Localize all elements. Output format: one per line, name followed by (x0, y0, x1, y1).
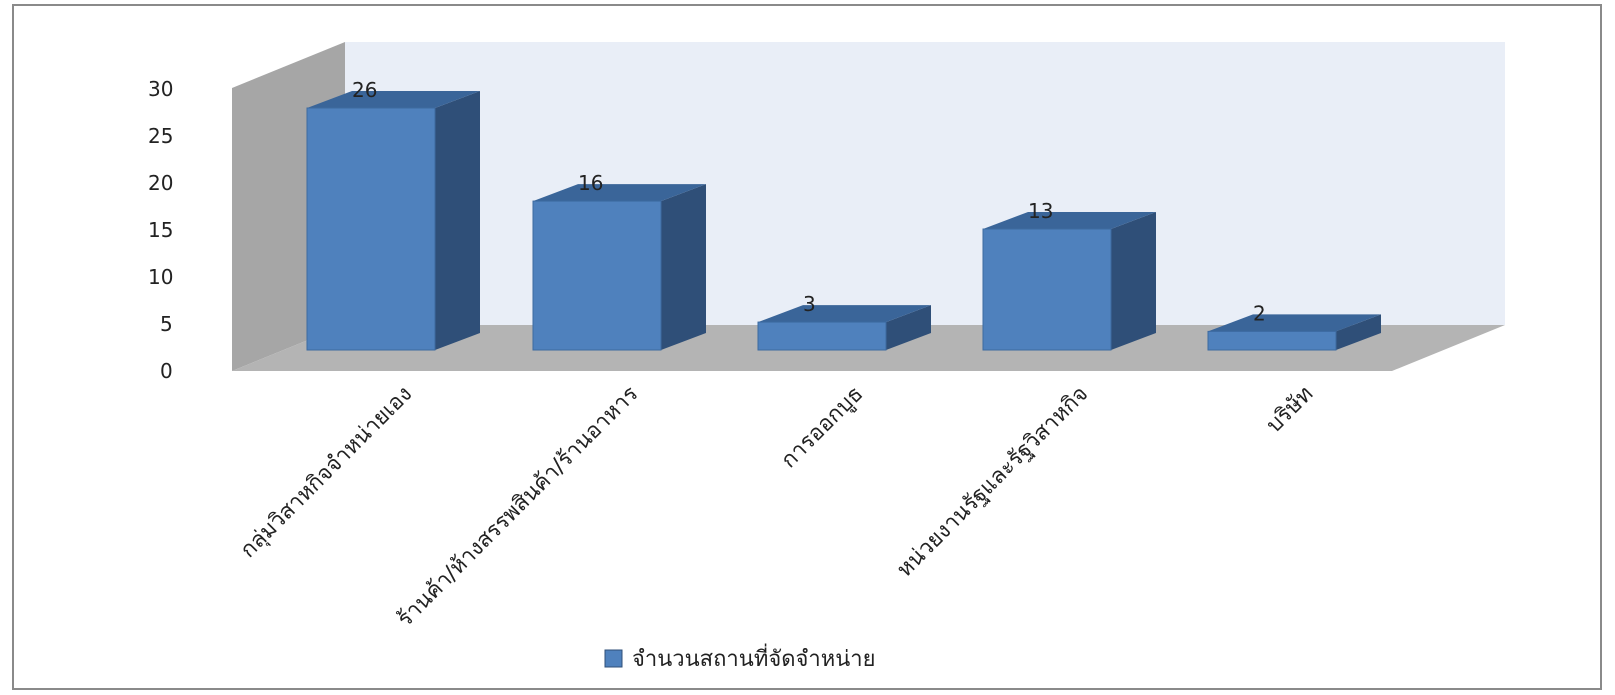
y-tick-label: 25 (148, 124, 173, 148)
data-label: 13 (1028, 199, 1053, 223)
data-label: 26 (352, 78, 377, 102)
bar-side-face (1336, 314, 1381, 350)
bar-group (306, 91, 1381, 351)
y-tick-label: 10 (148, 265, 173, 289)
bar-front-face (306, 107, 436, 351)
category-label: กลุ่มวิสาหกิจจำหน่ายเอง (236, 382, 417, 563)
y-axis-ticks: 0 5 10 15 20 25 30 (148, 77, 173, 383)
bar-top-face (533, 184, 706, 202)
bar-top-face (758, 305, 931, 323)
bar-side-face (1111, 212, 1156, 350)
bar-top-face (307, 91, 480, 108)
category-label: ร้านค้า/ห้างสรรพสินค้า/ร้านอาหาร (393, 381, 644, 632)
y-tick-label: 20 (148, 171, 173, 195)
y-tick-label: 0 (160, 359, 173, 383)
bar (1207, 314, 1381, 351)
bar (982, 212, 1156, 351)
category-label: บริษัท (1262, 382, 1318, 438)
chart-back-wall (345, 42, 1505, 325)
bar (306, 91, 480, 351)
bar-top-face (983, 212, 1156, 229)
category-label: หน่วยงานรัฐและรัฐวิสาหกิจ (892, 382, 1093, 583)
legend: จำนวนสถานที่จัดจำหน่าย (604, 643, 876, 672)
bar-side-face (435, 91, 480, 350)
data-labels: 26 16 3 13 2 (352, 78, 1266, 325)
bar (532, 184, 706, 351)
bar (757, 305, 931, 351)
bar-front-face (532, 200, 662, 351)
data-label: 3 (803, 292, 816, 316)
data-label: 16 (578, 171, 603, 195)
bar-top-face (1208, 314, 1381, 332)
x-axis-categories: กลุ่มวิสาหกิจจำหน่ายเอง ร้านค้า/ห้างสรรพ… (236, 381, 1318, 632)
bar-front-face (1207, 330, 1337, 351)
bar-front-face (982, 228, 1112, 351)
legend-label: จำนวนสถานที่จัดจำหน่าย (632, 643, 876, 672)
category-label: การออกบูธ (777, 382, 869, 474)
legend-swatch (604, 649, 623, 668)
y-tick-label: 30 (148, 77, 173, 101)
data-label: 2 (1253, 301, 1266, 325)
y-tick-label: 15 (148, 218, 173, 242)
y-tick-label: 5 (160, 312, 173, 336)
bar-side-face (661, 184, 706, 350)
bar-front-face (757, 321, 887, 351)
bar-side-face (886, 305, 931, 350)
